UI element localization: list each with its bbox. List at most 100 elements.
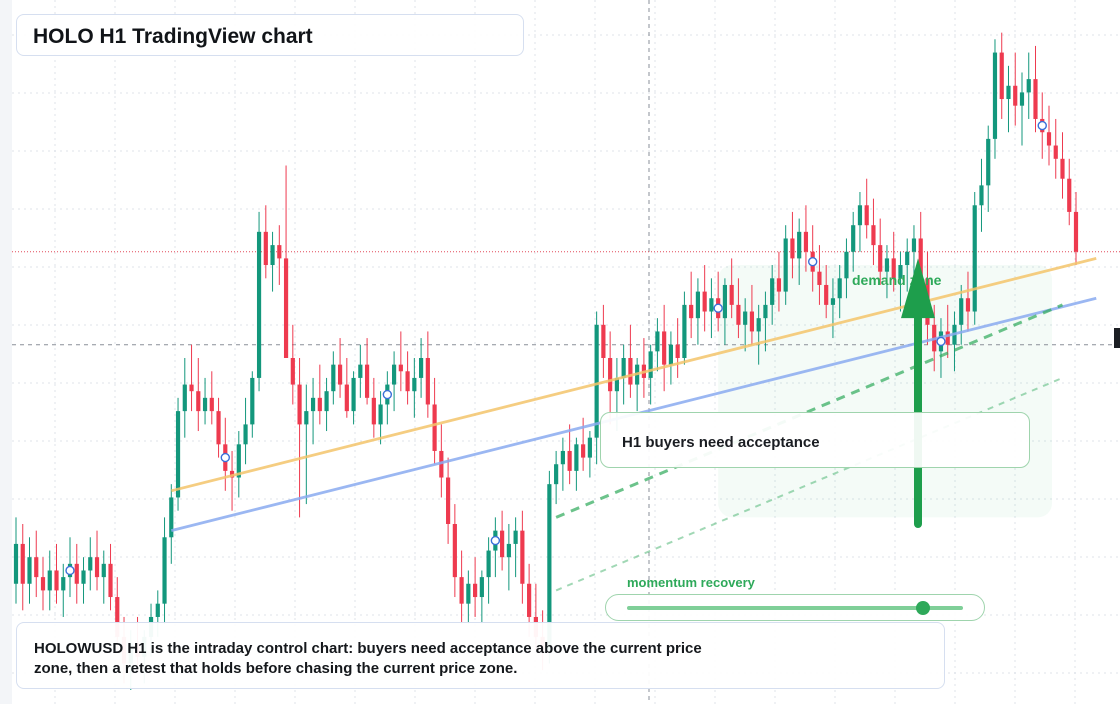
candle-body xyxy=(891,258,896,279)
candle-body xyxy=(581,444,586,458)
candle-body xyxy=(790,238,795,259)
candle-body xyxy=(412,377,417,392)
candle-body xyxy=(857,205,863,226)
candle-body xyxy=(972,205,977,312)
candle-body xyxy=(432,404,437,451)
candle-body xyxy=(979,185,984,206)
candle-body xyxy=(999,52,1004,100)
pivot-marker xyxy=(807,257,818,267)
candle-body xyxy=(864,205,869,226)
candle-body xyxy=(574,444,579,471)
candle-body xyxy=(378,404,383,425)
candle-body xyxy=(452,524,457,578)
candle-body xyxy=(959,298,964,325)
candle-body xyxy=(1053,145,1058,159)
candle-body xyxy=(797,231,802,259)
candle-body xyxy=(391,364,397,385)
pivot-marker xyxy=(490,535,501,546)
candle-body xyxy=(310,397,316,412)
candle-body xyxy=(905,251,910,266)
candle-body xyxy=(13,543,19,584)
candle-body xyxy=(189,384,194,392)
candle-body xyxy=(446,477,451,524)
moving-average-fast xyxy=(170,257,1097,493)
candle-body xyxy=(1067,178,1072,212)
candle-body xyxy=(115,597,120,637)
analysis-note: HOLOWUSD H1 is the intraday control char… xyxy=(16,622,945,689)
chart-title: HOLO H1 TradingView chart xyxy=(33,25,313,48)
candle-body xyxy=(554,464,559,485)
price-scale-edge-marker xyxy=(1114,328,1120,348)
candle-body xyxy=(844,251,849,279)
candle-body xyxy=(263,231,268,266)
slider-track xyxy=(627,606,963,610)
candle-body xyxy=(297,384,302,425)
candle-body xyxy=(236,444,241,478)
candle-body xyxy=(770,278,775,305)
left-ruler xyxy=(0,0,12,704)
pivot-marker xyxy=(220,452,230,463)
callout-box: H1 buyers need acceptance xyxy=(600,412,1030,468)
candle-body xyxy=(1073,211,1079,252)
candle-body xyxy=(1026,79,1031,93)
candle-body xyxy=(54,570,59,591)
candle-body xyxy=(405,371,410,392)
candle-body xyxy=(88,557,93,571)
zone-label: demand zone xyxy=(852,272,942,288)
demand-zone xyxy=(718,265,1052,518)
candle-body xyxy=(675,344,680,358)
pivot-marker xyxy=(1037,120,1047,131)
candle-body xyxy=(824,284,829,305)
candle-body xyxy=(594,324,599,438)
candle-body xyxy=(216,411,221,445)
candle-body xyxy=(743,311,748,325)
pivot-marker xyxy=(382,389,393,400)
candle-body xyxy=(371,397,376,425)
candle-body xyxy=(94,557,100,578)
candle-body xyxy=(344,384,349,412)
candle-body xyxy=(182,384,187,412)
candle-body xyxy=(918,238,923,279)
candle-body xyxy=(425,358,430,405)
candle-body xyxy=(196,391,201,412)
candle-body xyxy=(749,311,755,332)
candle-body xyxy=(709,298,714,312)
slider-thumb[interactable] xyxy=(915,601,930,615)
candle-body xyxy=(668,344,673,365)
momentum-label: momentum recovery xyxy=(627,575,755,590)
candle-body xyxy=(81,570,86,584)
candle-body xyxy=(500,530,505,558)
candle-body xyxy=(871,225,876,246)
candle-body xyxy=(695,291,701,319)
candle-body xyxy=(621,358,626,378)
candle-body xyxy=(317,397,322,412)
candle-body xyxy=(722,284,728,319)
candle-body xyxy=(466,583,471,604)
candle-body xyxy=(682,304,687,358)
candle-body xyxy=(756,318,761,332)
candle-body xyxy=(662,331,667,365)
candle-body xyxy=(337,364,343,385)
candle-body xyxy=(763,304,768,319)
candle-body xyxy=(324,391,329,412)
candle-body xyxy=(270,245,275,266)
candle-body xyxy=(358,364,363,378)
candle-body xyxy=(648,351,653,378)
candle-body xyxy=(689,304,694,319)
candle-body xyxy=(101,563,106,578)
candle-body xyxy=(851,225,856,252)
callout-text: H1 buyers need acceptance xyxy=(622,434,820,451)
candle-body xyxy=(20,543,25,584)
momentum-slider[interactable] xyxy=(605,594,985,621)
candle-body xyxy=(290,358,295,385)
candle-body xyxy=(155,603,160,617)
candle-body xyxy=(1060,158,1065,179)
candle-body xyxy=(1046,132,1052,146)
candle-body xyxy=(175,411,181,498)
candle-body xyxy=(601,324,606,358)
candle-body xyxy=(628,358,633,385)
candle-body xyxy=(837,278,842,299)
candle-body xyxy=(513,530,518,544)
